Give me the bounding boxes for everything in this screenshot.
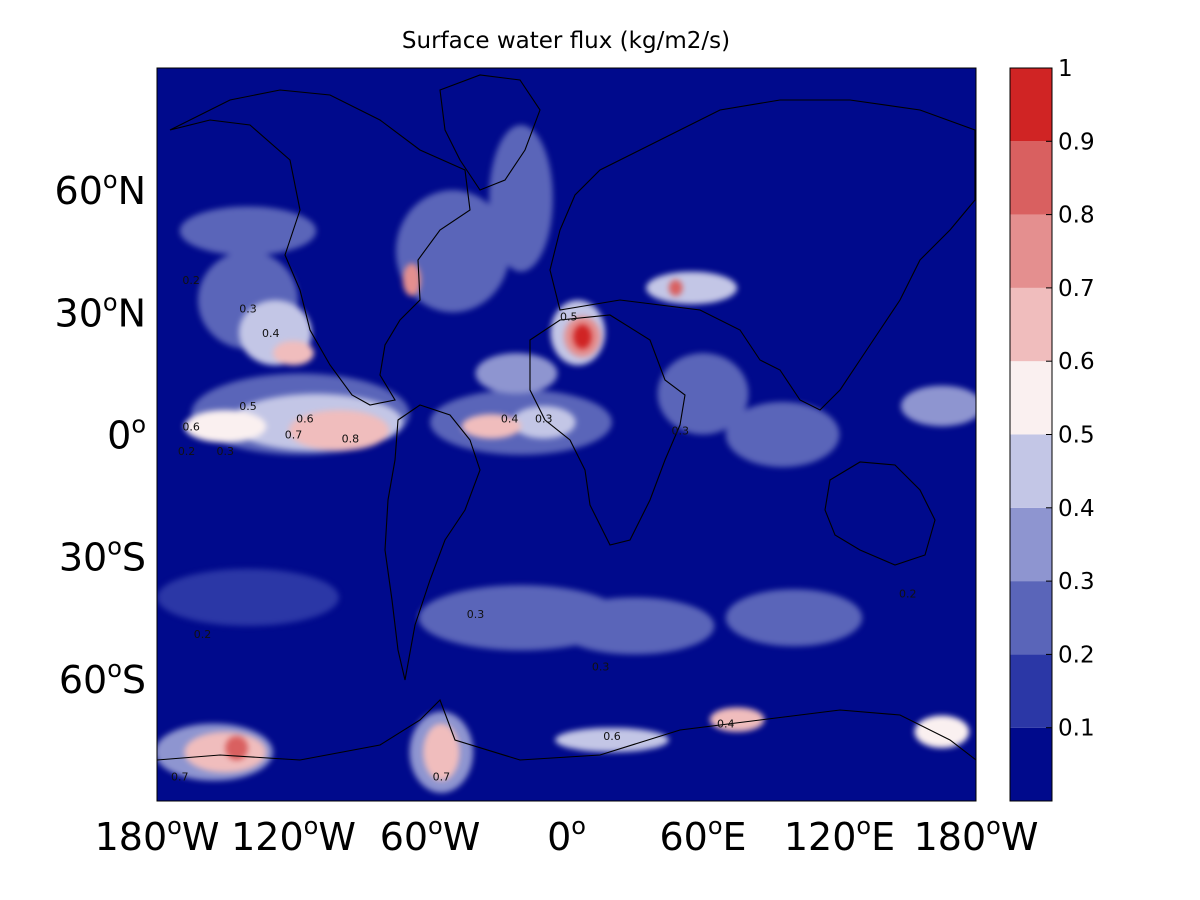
contour-label: 0.3	[217, 445, 235, 458]
flux-region	[288, 410, 390, 451]
flux-field	[157, 125, 976, 793]
colorbar-swatch	[1010, 287, 1052, 362]
contour-label: 0.2	[182, 274, 200, 287]
x-tick-label: 120oE	[784, 812, 895, 859]
x-axis: 180oW 120oW 60oW 0o 60oE 120oE 180oW	[95, 812, 1039, 859]
colorbar-tick-label: 0.9	[1058, 129, 1095, 155]
flux-region	[475, 353, 558, 394]
flux-region	[184, 410, 267, 443]
map-area: 0.4 0.5 0.6 0.8 0.7 0.6 0.2 0.3 0.2 0.3 0.5 0.4 0.3 0…	[157, 68, 976, 801]
colorbar-swatch	[1010, 214, 1052, 288]
flux-region	[157, 568, 339, 626]
map-frame	[156, 67, 977, 802]
colorbar-swatch	[1010, 141, 1052, 215]
colorbar-tick-label: 0.8	[1058, 203, 1095, 229]
flux-region	[273, 340, 314, 366]
colorbar-swatch	[1010, 434, 1052, 508]
flux-region	[725, 589, 863, 647]
flux-region	[555, 727, 669, 753]
contour-label: 0.7	[285, 429, 303, 442]
colorbar-swatch	[1010, 654, 1052, 728]
colorbar-tick-label: 0.4	[1058, 496, 1095, 522]
colorbar-swatch	[1010, 507, 1052, 582]
y-tick-label: 60oN	[55, 166, 146, 213]
contour-label: 0.3	[672, 425, 690, 438]
x-tick-label: 60oW	[380, 812, 481, 859]
contour-label: 0.3	[592, 661, 610, 674]
colorbar-tick-label: 1	[1058, 56, 1073, 82]
flux-region	[900, 385, 976, 427]
colorbar-swatch	[1010, 361, 1052, 435]
flux-region	[461, 414, 521, 439]
contour-label: 0.3	[239, 302, 257, 315]
contour-label: 0.3	[535, 412, 553, 425]
contour-label: 0.2	[899, 587, 917, 600]
contour-label: 0.5	[560, 310, 578, 323]
coastline-africa	[529, 314, 686, 546]
contour-label: 0.6	[296, 412, 314, 425]
colorbar-tick-label: 0.7	[1058, 276, 1095, 302]
contour-label: 0.7	[433, 771, 451, 784]
flux-region	[668, 279, 683, 297]
coastline-antarctica	[157, 699, 976, 761]
flux-region	[423, 723, 460, 781]
coastline-north-america	[169, 89, 471, 406]
contour-label: 0.4	[262, 327, 280, 340]
flux-region	[402, 263, 421, 297]
x-tick-label: 180oW	[914, 812, 1039, 859]
flux-region	[489, 125, 553, 272]
contour-label: 0.4	[717, 718, 735, 731]
colorbar-swatch	[1010, 581, 1052, 655]
contour-label: 0.2	[194, 628, 212, 641]
contour-labels: 0.4 0.5 0.6 0.8 0.7 0.6 0.2 0.3 0.2 0.3 0.5 0.4 0.3 0…	[171, 274, 917, 784]
flux-region	[179, 206, 317, 256]
flux-region	[511, 405, 576, 439]
flux-region	[657, 353, 749, 435]
coastlines	[157, 74, 976, 761]
flux-region	[709, 707, 765, 732]
y-tick-label: 30oS	[59, 533, 146, 580]
colorbar-swatch	[1010, 68, 1052, 142]
coastline-south-america	[384, 404, 481, 681]
colorbar-swatch	[1010, 727, 1052, 801]
flux-region	[225, 735, 248, 761]
flux-region	[573, 324, 592, 349]
x-tick-label: 120oW	[231, 812, 356, 859]
flux-region	[395, 190, 510, 313]
colorbar-tick-label: 0.2	[1058, 642, 1095, 668]
coastline-greenland	[439, 74, 541, 191]
plot-title: Surface water flux (kg/m2/s)	[402, 28, 730, 54]
colorbar-tick-label: 0.1	[1058, 716, 1095, 742]
coastline-eurasia	[549, 99, 976, 411]
contour-label: 0.2	[178, 445, 196, 458]
flux-region	[914, 715, 970, 749]
colorbar-tick-label: 0.5	[1058, 423, 1095, 449]
y-tick-label: 0o	[107, 411, 146, 458]
colorbar-tick-label: 0.6	[1058, 349, 1095, 375]
contour-label: 0.4	[501, 412, 519, 425]
y-axis: 60oN 30oN 0o 30oS 60oS	[55, 166, 146, 702]
flux-region	[725, 401, 840, 468]
contour-label: 0.3	[467, 608, 485, 621]
flux-region	[646, 271, 738, 305]
coastline-australia	[824, 461, 936, 566]
flux-region	[555, 597, 715, 655]
contour-label: 0.7	[171, 771, 189, 784]
x-tick-label: 60oE	[659, 812, 746, 859]
colorbar-tick-label: 0.3	[1058, 569, 1095, 595]
y-tick-label: 30oN	[55, 288, 146, 335]
contour-label: 0.6	[603, 730, 621, 743]
contour-label: 0.5	[239, 400, 257, 413]
colorbar: 0.1 0.2 0.3 0.4 0.5 0.6 0.7 0.8 0.9 1	[1009, 56, 1095, 802]
contour-label: 0.6	[182, 420, 200, 433]
flux-region	[184, 731, 267, 773]
x-tick-label: 180oW	[95, 812, 220, 859]
x-tick-label: 0o	[547, 812, 586, 859]
contour-label: 0.8	[342, 433, 360, 446]
y-tick-label: 60oS	[59, 655, 146, 702]
